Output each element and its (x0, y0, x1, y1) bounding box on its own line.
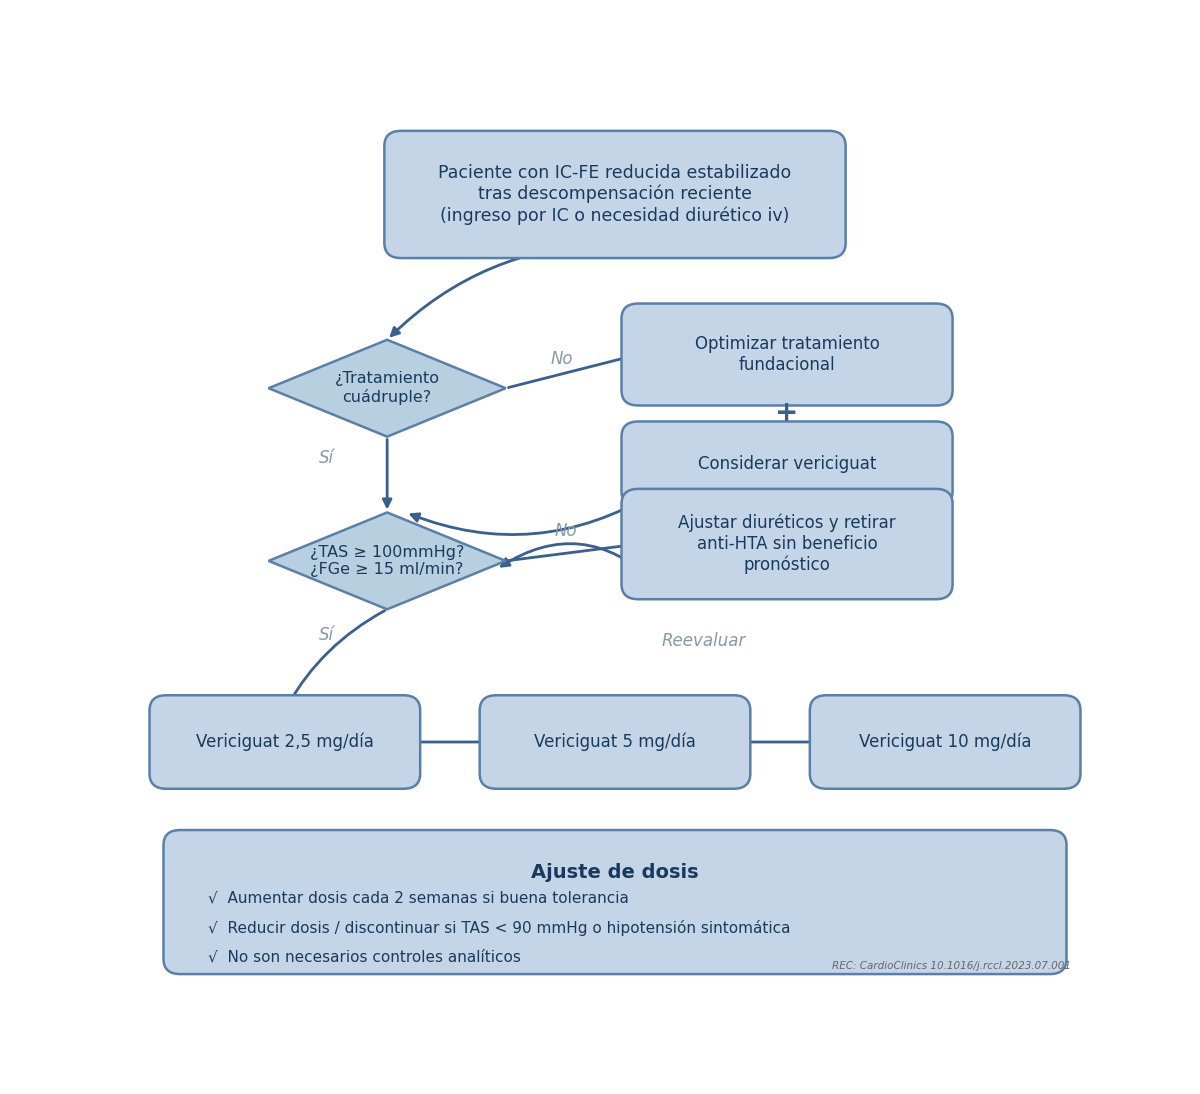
FancyBboxPatch shape (622, 421, 953, 507)
Text: Sí: Sí (319, 626, 335, 643)
Text: Vericiguat 5 mg/día: Vericiguat 5 mg/día (534, 733, 696, 752)
Text: Paciente con IC-FE reducida estabilizado
tras descompensación reciente
(ingreso : Paciente con IC-FE reducida estabilizado… (438, 164, 792, 225)
Text: Optimizar tratamiento
fundacional: Optimizar tratamiento fundacional (695, 335, 880, 374)
Text: ¿TAS ≥ 100mmHg?
¿FGe ≥ 15 ml/min?: ¿TAS ≥ 100mmHg? ¿FGe ≥ 15 ml/min? (310, 545, 464, 578)
Text: +: + (775, 399, 799, 428)
FancyBboxPatch shape (150, 696, 420, 789)
FancyBboxPatch shape (163, 830, 1067, 974)
Text: Reevaluar: Reevaluar (661, 632, 745, 650)
Text: √  Aumentar dosis cada 2 semanas si buena tolerancia: √ Aumentar dosis cada 2 semanas si buena… (208, 891, 629, 906)
Text: Considerar vericiguat: Considerar vericiguat (698, 455, 876, 473)
Text: ¿Tratamiento
cuádruple?: ¿Tratamiento cuádruple? (335, 371, 439, 405)
Text: Ajuste de dosis: Ajuste de dosis (532, 863, 698, 882)
Text: √  No son necesarios controles analíticos: √ No son necesarios controles analíticos (208, 950, 521, 965)
Text: REC: CardioClinics 10.1016/j.rccl.2023.07.001: REC: CardioClinics 10.1016/j.rccl.2023.0… (832, 962, 1070, 971)
FancyBboxPatch shape (622, 489, 953, 600)
Text: No: No (554, 523, 577, 540)
Text: √  Reducir dosis / discontinuar si TAS < 90 mmHg o hipotensión sintomática: √ Reducir dosis / discontinuar si TAS < … (208, 920, 791, 935)
Text: Vericiguat 10 mg/día: Vericiguat 10 mg/día (859, 733, 1032, 752)
Text: Sí: Sí (319, 449, 335, 467)
Polygon shape (269, 512, 505, 609)
Polygon shape (269, 340, 505, 437)
FancyBboxPatch shape (622, 303, 953, 406)
FancyBboxPatch shape (480, 696, 750, 789)
Text: Vericiguat 2,5 mg/día: Vericiguat 2,5 mg/día (196, 733, 373, 752)
Text: No: No (551, 350, 572, 368)
FancyBboxPatch shape (384, 131, 846, 258)
Text: Ajustar diuréticos y retirar
anti-HTA sin beneficio
pronóstico: Ajustar diuréticos y retirar anti-HTA si… (678, 514, 896, 574)
FancyBboxPatch shape (810, 696, 1080, 789)
